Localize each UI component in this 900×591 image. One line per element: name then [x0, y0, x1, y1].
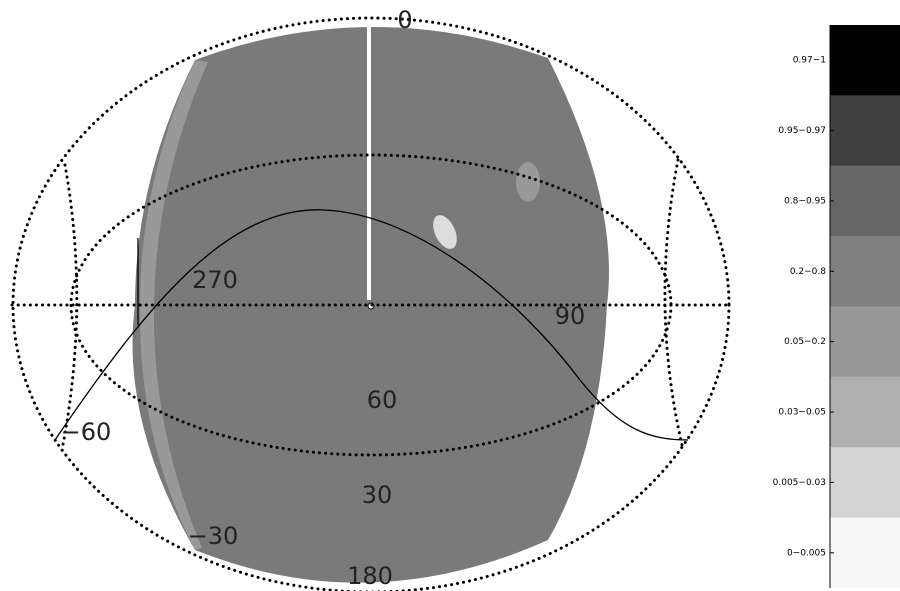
legend-label: 0.2−0.8 [790, 267, 826, 277]
map-label: 0 [397, 6, 412, 34]
legend-swatch [830, 306, 900, 378]
map-label: −60 [61, 418, 112, 446]
map-label: 60 [367, 386, 398, 414]
meridian-grid [60, 163, 79, 452]
legend-label: 0.03−0.05 [778, 408, 826, 418]
legend-label: 0.05−0.2 [784, 337, 826, 347]
ecliptic-curve [54, 209, 689, 441]
highlight [433, 215, 457, 249]
legend: 0.97−1 0.95−0.97 0.8−0.95 0.2−0.8 0.05−0.2 0.… [773, 25, 900, 589]
map-label: 270 [192, 266, 238, 294]
legend-swatch [830, 517, 900, 589]
legend-label: 0.8−0.95 [784, 196, 826, 206]
legend-swatch [830, 236, 900, 307]
legend-label: 0−0.005 [787, 548, 826, 558]
legend-swatch [830, 376, 900, 448]
sky-map: 0 270 90 60 30 −60 −30 180 [10, 6, 732, 591]
outer-grid [11, 16, 731, 591]
map-label: 30 [362, 481, 393, 509]
legend-swatch [830, 25, 900, 96]
legend-label: 0.97−1 [793, 56, 826, 66]
legend-swatch [830, 165, 900, 237]
legend-swatch [830, 95, 900, 167]
legend-label: 0.005−0.03 [773, 478, 826, 488]
highlight [516, 162, 540, 202]
meridian-grid [663, 158, 684, 447]
map-edge [139, 60, 208, 550]
legend-swatch [830, 447, 900, 519]
map-label: 90 [555, 302, 586, 330]
legend-label: 0.95−0.97 [778, 126, 826, 136]
map-label: −30 [188, 522, 239, 550]
map-label: 180 [347, 562, 393, 590]
